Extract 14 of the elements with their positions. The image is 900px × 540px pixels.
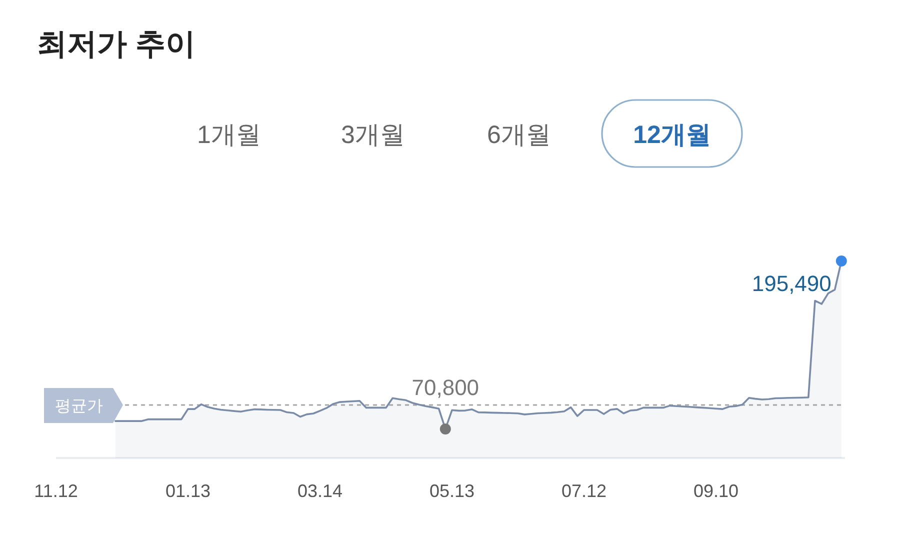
data-label: 70,800 [412,375,480,400]
x-tick-label: 05.13 [429,481,475,501]
x-tick-label: 11.12 [34,481,78,501]
x-tick-label: 03.14 [297,481,343,501]
x-tick-label: 09.10 [693,481,739,501]
range-label: 3개월 [341,121,405,149]
ref-line-label: 평균가 [55,398,103,416]
range-label-selected: 12개월 [633,121,711,149]
title: 최저가 추이 [37,28,196,61]
x-tick-label: 01.13 [165,481,211,501]
range-label: 1개월 [197,121,261,149]
data-label: 195,490 [752,271,832,296]
range-label: 6개월 [487,121,551,149]
x-tick-label: 07.12 [561,481,607,501]
